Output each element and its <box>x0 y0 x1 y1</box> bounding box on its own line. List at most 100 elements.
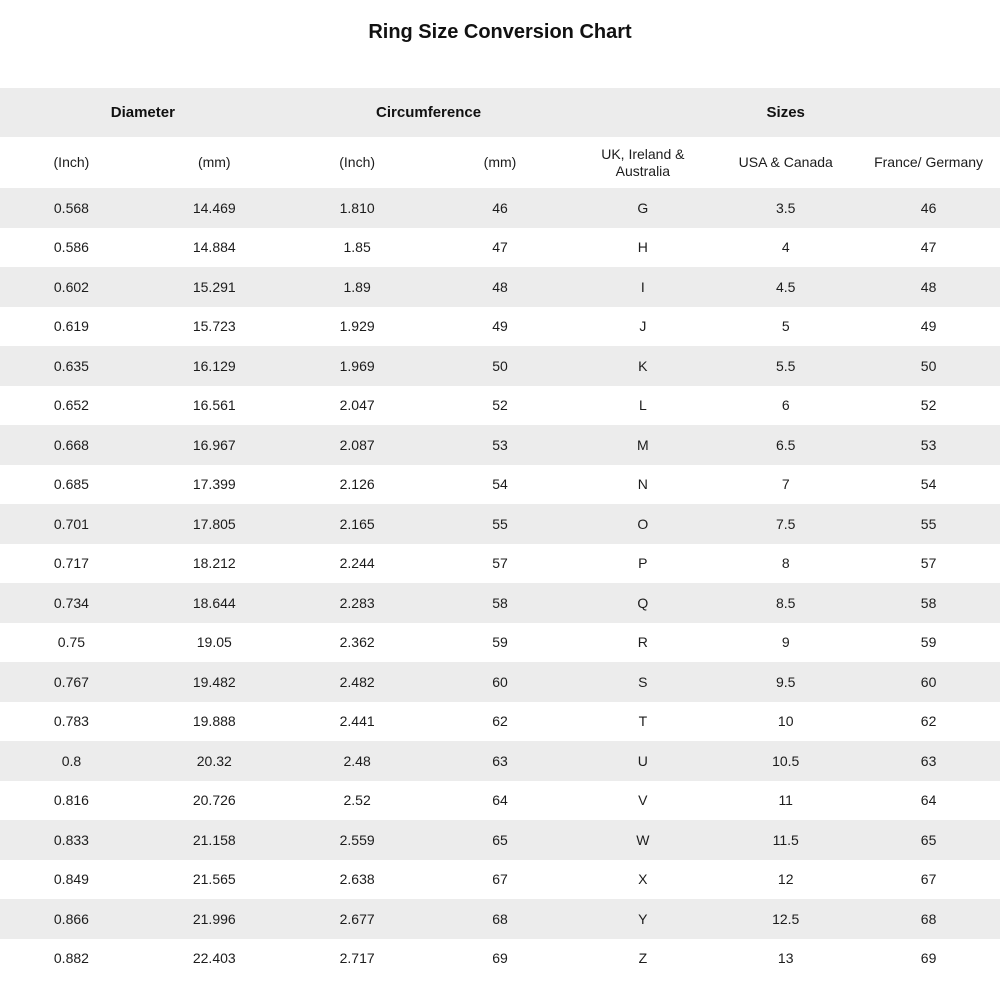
column-header-usa-canada: USA & Canada <box>738 154 833 170</box>
table-cell: 4 <box>781 239 790 256</box>
table-cell: 19.888 <box>192 713 236 730</box>
table-cell: 22.403 <box>192 950 236 967</box>
table-cell: 49 <box>492 318 508 335</box>
table-cell: H <box>637 239 648 256</box>
table-cell: 62 <box>920 713 937 730</box>
table-row: 0.866 21.996 2.677 68 Y 12.5 68 <box>0 899 1000 939</box>
table-cell: 19.482 <box>192 673 236 690</box>
table-cell: 69 <box>492 950 508 967</box>
table-cell: 7.5 <box>775 515 796 532</box>
table-cell: R <box>637 634 648 651</box>
table-cell: 0.816 <box>53 792 89 809</box>
table-cell: 3.5 <box>775 199 796 216</box>
table-cell: 1.929 <box>339 318 375 335</box>
table-cell: 17.399 <box>192 476 236 493</box>
table-cell: 48 <box>492 278 508 295</box>
table-cell: 0.635 <box>53 357 89 374</box>
table-cell: 0.568 <box>53 199 89 216</box>
table-cell: 52 <box>492 397 508 414</box>
table-cell: 46 <box>492 199 508 216</box>
table-cell: 50 <box>492 357 508 374</box>
table-cell: 0.833 <box>53 831 89 848</box>
table-cell: 0.882 <box>53 950 89 967</box>
table-cell: 55 <box>492 515 508 532</box>
table-cell: 63 <box>492 752 508 769</box>
table-row: 0.635 16.129 1.969 50 K 5.5 50 <box>0 346 1000 386</box>
table-cell: 65 <box>492 831 508 848</box>
table-cell: 0.619 <box>53 318 89 335</box>
table-row: 0.833 21.158 2.559 65 W 11.5 65 <box>0 820 1000 860</box>
column-header-circumference-inch: (Inch) <box>339 154 376 170</box>
table-cell: 4.5 <box>775 278 796 295</box>
table-cell: 57 <box>920 555 937 572</box>
table-cell: W <box>636 831 650 848</box>
table-cell: 18.644 <box>192 594 236 611</box>
table-row: 0.783 19.888 2.441 62 T 10 62 <box>0 701 1000 741</box>
table-cell: 0.701 <box>53 515 89 532</box>
table-cell: 2.48 <box>343 752 371 769</box>
table-cell: 6 <box>781 397 790 414</box>
table-column-header-row: (Inch) (mm) (Inch) (mm) UK, Ireland & Au… <box>0 137 1000 188</box>
table-cell: 7 <box>781 476 790 493</box>
table-cell: 0.586 <box>53 239 89 256</box>
table-row: 0.8 20.32 2.48 63 U 10.5 63 <box>0 741 1000 781</box>
column-header-diameter-mm: (mm) <box>197 154 231 170</box>
table-cell: 17.805 <box>192 515 236 532</box>
table-row: 0.767 19.482 2.482 60 S 9.5 60 <box>0 662 1000 702</box>
table-cell: 63 <box>920 752 937 769</box>
group-header-sizes: Sizes <box>766 104 805 121</box>
table-cell: U <box>637 752 648 769</box>
table-cell: 15.291 <box>192 278 236 295</box>
table-cell: 2.638 <box>339 871 375 888</box>
table-cell: 15.723 <box>192 318 236 335</box>
table-cell: N <box>637 476 648 493</box>
table-cell: 14.469 <box>192 199 236 216</box>
table-cell: 13 <box>777 950 794 967</box>
table-cell: 10.5 <box>772 752 800 769</box>
table-row: 0.602 15.291 1.89 48 I 4.5 48 <box>0 267 1000 307</box>
table-row: 0.882 22.403 2.717 69 Z 13 69 <box>0 938 1000 978</box>
table-cell: 52 <box>920 397 937 414</box>
table-cell: 68 <box>492 910 508 927</box>
table-cell: 2.244 <box>339 555 375 572</box>
table-cell: 55 <box>920 515 937 532</box>
table-cell: 11 <box>778 792 793 809</box>
table-cell: T <box>638 713 648 730</box>
table-cell: 2.362 <box>339 634 375 651</box>
table-row: 0.849 21.565 2.638 67 X 12 67 <box>0 859 1000 899</box>
column-header-uk-ireland-australia: UK, Ireland & Australia <box>601 145 685 179</box>
table-cell: 1.85 <box>343 239 371 256</box>
table-cell: 0.8 <box>61 752 82 769</box>
table-cell: M <box>637 436 649 453</box>
table-cell: 0.866 <box>53 910 89 927</box>
table-cell: 2.283 <box>339 594 375 611</box>
table-cell: 1.89 <box>343 278 371 295</box>
table-cell: 67 <box>920 871 937 888</box>
table-cell: 47 <box>920 239 937 256</box>
table-cell: 2.559 <box>339 831 375 848</box>
table-row: 0.75 19.05 2.362 59 R 9 59 <box>0 622 1000 662</box>
table-cell: 12 <box>777 871 794 888</box>
table-cell: 16.561 <box>192 397 236 414</box>
table-cell: 5.5 <box>775 357 796 374</box>
table-cell: 2.047 <box>339 397 375 414</box>
table-cell: 53 <box>920 436 937 453</box>
table-cell: P <box>638 555 648 572</box>
table-cell: J <box>639 318 647 335</box>
table-cell: 16.967 <box>192 436 236 453</box>
table-cell: 0.75 <box>57 634 86 651</box>
column-header-diameter-inch: (Inch) <box>53 154 90 170</box>
table-cell: Z <box>638 950 648 967</box>
table-cell: 0.717 <box>53 555 89 572</box>
table-cell: K <box>638 357 648 374</box>
table-cell: 6.5 <box>775 436 796 453</box>
table-cell: 0.602 <box>53 278 89 295</box>
table-cell: 1.969 <box>339 357 375 374</box>
table-cell: 60 <box>492 673 508 690</box>
table-cell: 5 <box>781 318 790 335</box>
table-cell: 64 <box>492 792 508 809</box>
table-cell: Q <box>637 594 649 611</box>
table-cell: 69 <box>920 950 937 967</box>
table-cell: L <box>638 397 647 414</box>
